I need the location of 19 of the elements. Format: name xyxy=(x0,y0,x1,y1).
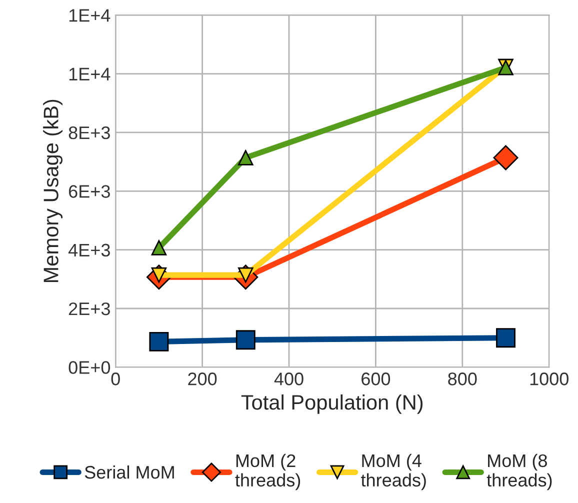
x-tick-label: 200 xyxy=(188,372,217,386)
x-tick-label: 0 xyxy=(111,372,120,386)
y-tick-label: 2E+3 xyxy=(68,302,110,316)
y-tick-label: 1E+4 xyxy=(69,68,110,80)
x-tick-label: 400 xyxy=(274,372,304,386)
legend-label: MoM (8 threads) xyxy=(486,454,552,490)
legend-label: MoM (4 threads) xyxy=(361,454,426,490)
legend-label: Serial MoM xyxy=(84,465,174,479)
y-tick-label: 0E+0 xyxy=(68,361,110,374)
y-tick-label: 8E+3 xyxy=(68,126,110,140)
y-tick-label: 1E+4 xyxy=(69,9,110,22)
y-axis-title: Memory Usage (kB) xyxy=(43,100,63,282)
x-tick-label: 800 xyxy=(448,372,477,386)
x-tick-label: 1000 xyxy=(530,372,568,386)
x-axis-title: Total Population (N) xyxy=(241,394,423,414)
legend-label: MoM (2 threads) xyxy=(235,454,300,490)
y-tick-label: 4E+3 xyxy=(68,244,110,257)
x-tick-label: 600 xyxy=(362,372,390,386)
y-tick-label: 6E+3 xyxy=(68,185,110,198)
